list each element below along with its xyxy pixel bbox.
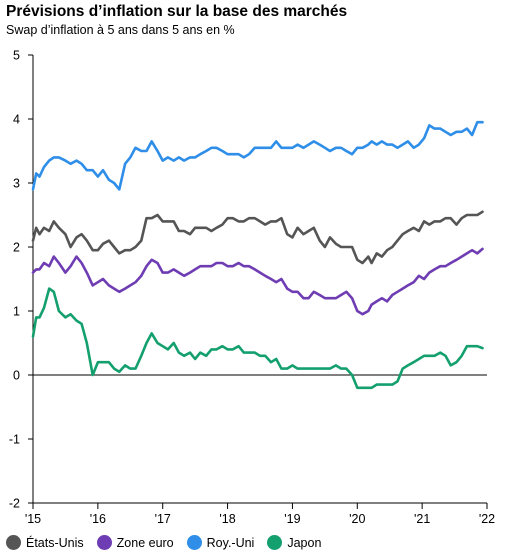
legend-swatch: [267, 535, 283, 550]
y-tick-label: -1: [9, 433, 20, 447]
legend-swatch: [6, 535, 21, 550]
x-tick-label: '22: [479, 512, 495, 526]
series-line-etats-unis: [31, 210, 484, 265]
legend-label: Japon: [287, 535, 322, 550]
x-tick-label: '21: [414, 512, 430, 526]
legend-item-zone-euro: Zone euro: [96, 535, 174, 550]
y-tick-label: 3: [13, 177, 20, 191]
legend-swatch: [186, 535, 202, 550]
y-tick-label: -2: [9, 497, 20, 511]
y-tick-label: 1: [13, 305, 20, 319]
chart-series: [31, 120, 484, 390]
y-tick-label: 2: [13, 241, 20, 255]
legend-item-etats-unis: États-Unis: [6, 535, 84, 550]
x-tick-label: '16: [90, 512, 106, 526]
legend-swatch: [96, 535, 112, 550]
legend-label: États-Unis: [26, 535, 84, 550]
chart-subtitle: Swap d’inflation à 5 ans dans 5 ans en %: [6, 23, 235, 37]
y-tick-label: 4: [13, 113, 20, 127]
legend-item-roy-uni: Roy.-Uni: [186, 535, 255, 550]
chart-axes: -2 -1 0 1 2 3 4 5 '15 '16 '17 '18 '19 '20 '21 '22: [9, 49, 495, 527]
chart-legend: États-Unis Zone euro Roy.-Uni Japon: [6, 535, 334, 550]
y-tick-label: 0: [13, 369, 20, 383]
series-line-roy-uni: [31, 120, 484, 191]
x-tick-label: '17: [155, 512, 171, 526]
x-tick-label: '15: [25, 512, 41, 526]
series-line-zone-euro: [31, 247, 484, 316]
x-tick-label: '19: [284, 512, 300, 526]
legend-label: Zone euro: [116, 535, 174, 550]
series-line-japon: [31, 287, 484, 390]
legend-label: Roy.-Uni: [206, 535, 255, 550]
x-tick-label: '20: [349, 512, 365, 526]
legend-item-japon: Japon: [267, 535, 321, 550]
y-tick-label: 5: [13, 49, 20, 63]
chart-title: Prévisions d’inflation sur la base des m…: [6, 3, 348, 20]
x-tick-label: '18: [219, 512, 235, 526]
